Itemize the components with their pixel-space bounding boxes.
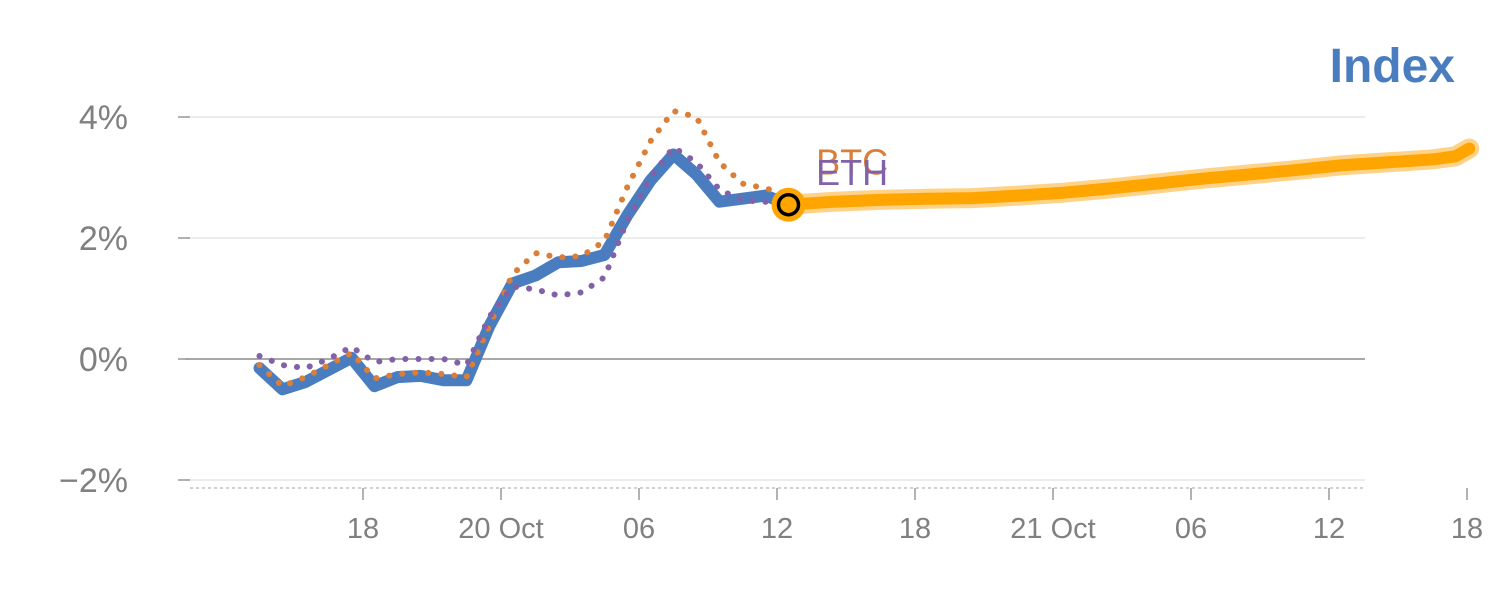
chart-title: Index [1330, 40, 1456, 93]
x-tick-label: 20 Oct [458, 513, 543, 545]
latest-point-marker [776, 192, 801, 217]
x-tick-label: 06 [1175, 513, 1207, 545]
gridlines [185, 116, 1365, 481]
y-tick-label: −2% [59, 462, 128, 500]
x-tick-label: 12 [1313, 513, 1345, 545]
x-tick-label: 18 [1451, 513, 1483, 545]
y-tick-label: 0% [79, 341, 128, 379]
y-tick-label: 4% [79, 99, 128, 137]
x-tick-label: 06 [623, 513, 655, 545]
btc-label: BTC [816, 141, 888, 182]
index-line [253, 148, 795, 396]
x-tick-label: 18 [347, 513, 379, 545]
btc-line [256, 108, 792, 390]
x-tick-label: 21 Oct [1010, 513, 1095, 545]
y-axis: 4% 2% 0% −2% [59, 99, 190, 500]
x-tick-label: 18 [899, 513, 931, 545]
x-axis: 18 20 Oct 06 12 18 21 Oct 06 12 18 [190, 487, 1483, 545]
y-tick-label: 2% [79, 220, 128, 258]
forecast-line [782, 142, 1476, 211]
x-tick-label: 12 [761, 513, 793, 545]
eth-line [256, 144, 792, 372]
series-layer [253, 108, 1480, 396]
eth-label: ETH [816, 152, 888, 193]
